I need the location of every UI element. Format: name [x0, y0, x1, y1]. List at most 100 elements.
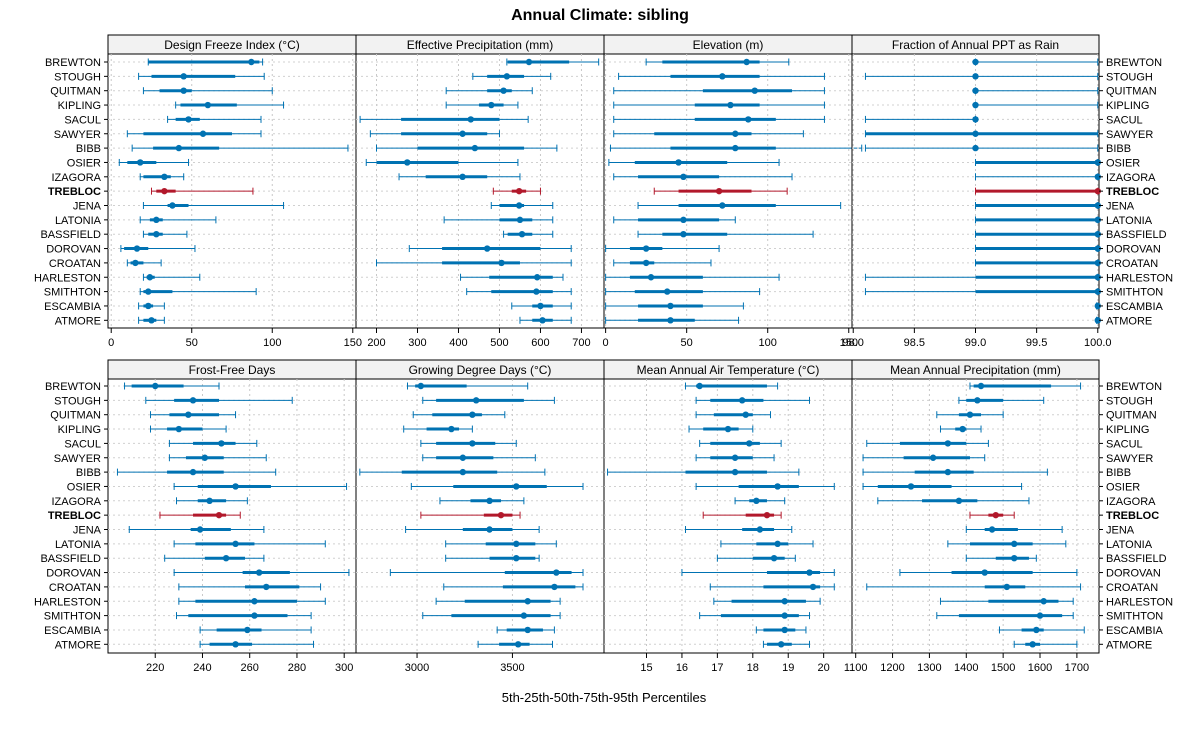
median-point: [972, 101, 979, 109]
median-point: [777, 641, 785, 648]
median-point: [232, 540, 239, 548]
median-point: [488, 101, 495, 109]
median-point: [642, 245, 650, 252]
median-point: [175, 144, 183, 152]
site-label-right: BREWTON: [1106, 381, 1162, 393]
panel-title: Effective Precipitation (mm): [407, 38, 554, 52]
site-label-left: SAWYER: [54, 129, 101, 141]
site-label-right: LATONIA: [1106, 539, 1153, 551]
site-label-right: HARLESTON: [1106, 272, 1173, 284]
site-label-left: STOUGH: [54, 71, 101, 83]
median-point: [199, 130, 207, 137]
median-point: [907, 483, 915, 490]
x-tick-label: 98.0: [843, 337, 864, 349]
median-point: [972, 144, 979, 152]
x-tick-label: 400: [449, 337, 467, 349]
median-point: [944, 468, 952, 476]
median-point: [1094, 259, 1101, 267]
panel-title: Frost-Free Days: [189, 363, 276, 377]
site-label-left: DOROVAN: [46, 244, 101, 256]
median-point: [146, 274, 154, 281]
site-label-right: ATMORE: [1106, 639, 1152, 651]
site-label-left: KIPLING: [58, 100, 101, 112]
median-point: [1094, 159, 1101, 166]
median-point: [981, 569, 988, 576]
median-point: [1094, 216, 1101, 224]
median-point: [731, 454, 739, 461]
median-point: [1040, 598, 1047, 605]
median-point: [742, 411, 749, 418]
site-label-left: SAWYER: [54, 453, 101, 465]
site-label-right: JENA: [1106, 201, 1135, 213]
site-label-right: STOUGH: [1106, 71, 1153, 83]
site-label-left: SACUL: [64, 438, 101, 450]
median-point: [642, 259, 650, 267]
median-point: [675, 159, 682, 166]
site-label-right: BREWTON: [1106, 57, 1162, 69]
median-point: [518, 231, 526, 238]
site-label-right: JENA: [1106, 525, 1135, 537]
median-point: [145, 288, 152, 295]
x-tick-label: 600: [531, 337, 549, 349]
median-point: [745, 116, 752, 123]
site-label-right: SAWYER: [1106, 129, 1153, 141]
site-label-right: BASSFIELD: [1106, 229, 1167, 241]
x-tick-label: 220: [146, 662, 164, 674]
median-point: [732, 144, 739, 152]
median-point: [471, 144, 479, 152]
site-label-right: ATMORE: [1106, 315, 1152, 327]
median-point: [680, 231, 687, 238]
median-point: [727, 101, 734, 109]
median-point: [189, 468, 197, 476]
site-label-right: ESCAMBIA: [1106, 625, 1164, 637]
median-point: [469, 411, 476, 418]
x-tick-label: 300: [335, 662, 353, 674]
median-point: [959, 425, 966, 433]
site-label-left: ESCAMBIA: [44, 625, 102, 637]
median-point: [486, 497, 493, 504]
x-tick-label: 19: [782, 662, 794, 674]
site-label-right: TREBLOC: [1106, 186, 1159, 198]
median-point: [180, 73, 187, 80]
site-label-left: BASSFIELD: [40, 553, 101, 565]
median-point: [667, 317, 674, 324]
median-point: [770, 555, 778, 562]
x-tick-label: 1200: [880, 662, 904, 674]
median-point: [417, 382, 425, 390]
median-point: [1094, 231, 1101, 238]
site-label-right: BASSFIELD: [1106, 553, 1167, 565]
median-point: [955, 497, 963, 504]
median-point: [201, 454, 209, 461]
median-point: [551, 583, 558, 591]
site-label-right: BIBB: [1106, 467, 1131, 479]
median-point: [696, 382, 703, 390]
median-point: [751, 87, 758, 94]
median-point: [533, 288, 540, 295]
median-point: [1011, 540, 1018, 548]
median-point: [1094, 302, 1101, 310]
x-tick-label: 99.5: [1026, 337, 1047, 349]
site-label-right: CROATAN: [1106, 258, 1158, 270]
median-point: [974, 397, 981, 404]
median-point: [513, 540, 520, 548]
median-point: [715, 187, 723, 195]
site-label-right: SACUL: [1106, 114, 1143, 126]
site-label-left: OSIER: [67, 481, 101, 493]
site-label-left: BREWTON: [45, 381, 101, 393]
site-label-right: IZAGORA: [1106, 172, 1156, 184]
median-point: [537, 302, 544, 310]
x-tick-label: 1100: [844, 662, 868, 674]
median-point: [244, 626, 251, 634]
site-label-left: QUITMAN: [50, 410, 101, 422]
median-point: [524, 598, 531, 605]
median-point: [972, 130, 979, 137]
median-point: [524, 626, 531, 634]
median-point: [459, 454, 467, 461]
site-label-right: ESCAMBIA: [1106, 301, 1164, 313]
median-point: [500, 87, 507, 94]
median-point: [647, 274, 655, 281]
site-label-right: STOUGH: [1106, 395, 1153, 407]
x-tick-label: 50: [186, 337, 198, 349]
x-tick-label: 3000: [405, 662, 429, 674]
median-point: [153, 216, 160, 224]
